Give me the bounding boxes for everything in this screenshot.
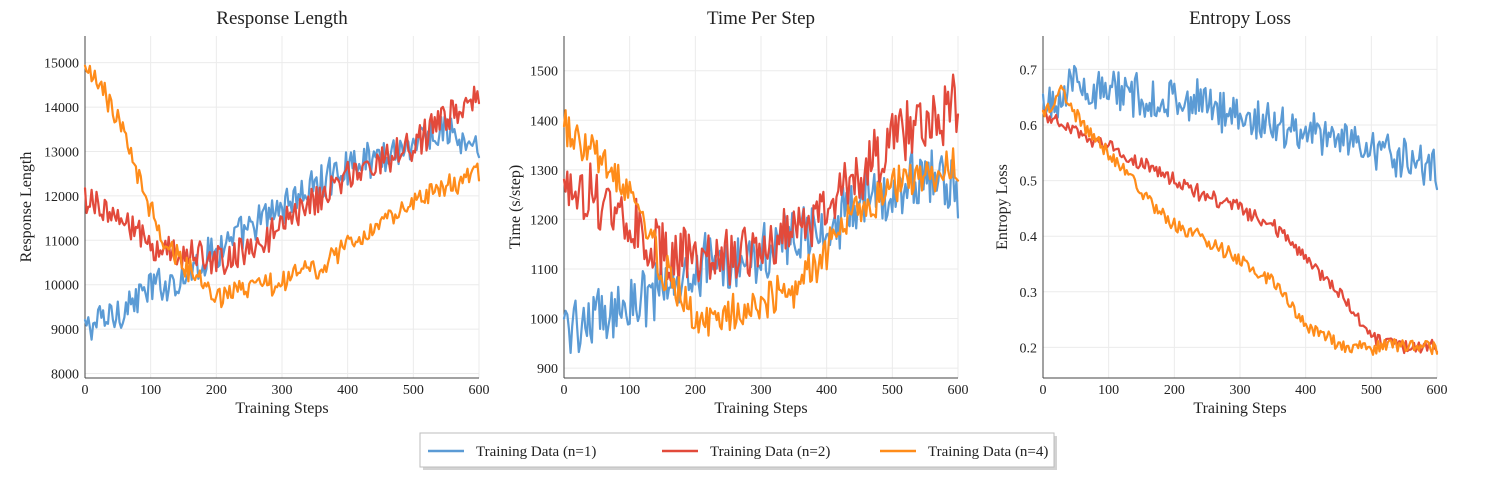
series-line-training-data-n-1 (562, 149, 960, 354)
legend-entry-training-data-n-4: Training Data (n=4) (880, 444, 1048, 460)
x-tick-label: 300 (272, 383, 293, 398)
y-tick-label: 1500 (530, 65, 558, 80)
x-tick-label: 500 (1361, 383, 1382, 398)
series-line-training-data-n-4 (1041, 84, 1439, 356)
y-tick-label: 900 (537, 362, 558, 377)
y-tick-label: 0.4 (1020, 230, 1038, 245)
x-tick-label: 100 (140, 383, 161, 398)
x-tick-label: 500 (403, 383, 424, 398)
x-tick-label: 500 (882, 383, 903, 398)
x-tick-label: 300 (1230, 383, 1251, 398)
x-axis-label: Training Steps (1193, 400, 1286, 417)
y-tick-label: 1100 (531, 263, 558, 278)
y-tick-label: 11000 (45, 234, 79, 249)
x-tick-label: 0 (1040, 383, 1047, 398)
legend: Training Data (n=1) Training Data (n=2) Tr… (419, 432, 1057, 470)
y-tick-label: 9000 (51, 323, 79, 338)
y-tick-label: 10000 (44, 279, 79, 294)
series-line-training-data-n-1 (83, 115, 481, 341)
y-tick-label: 0.5 (1020, 175, 1038, 190)
y-tick-label: 1200 (530, 213, 558, 228)
y-tick-label: 14000 (44, 101, 79, 116)
y-axis-label: Response Length (18, 152, 35, 263)
series-line-training-data-n-2 (83, 85, 481, 275)
x-tick-label: 600 (948, 383, 969, 398)
y-tick-label: 0.3 (1020, 286, 1038, 301)
legend-label: Training Data (n=1) (476, 444, 596, 460)
series-line-training-data-n-4 (562, 109, 960, 337)
y-tick-label: 0.2 (1020, 341, 1038, 356)
series-line-training-data-n-1 (1041, 64, 1439, 191)
response-length-chart: 0 100 200 300 400 500 600 8000 9000 10000 11000 120… (18, 8, 490, 417)
chart-title: Entropy Loss (1189, 8, 1291, 29)
x-tick-label: 200 (1164, 383, 1185, 398)
x-tick-label: 400 (337, 383, 358, 398)
x-tick-label: 400 (1295, 383, 1316, 398)
x-tick-label: 0 (82, 383, 89, 398)
legend-label: Training Data (n=4) (928, 444, 1048, 460)
x-tick-label: 200 (206, 383, 227, 398)
entropy-loss-chart: 0 100 200 300 400 500 600 0.2 0.3 0.4 0.5 0.6 0.7 Ent… (994, 8, 1448, 417)
time-per-step-chart: 0 100 200 300 400 500 600 900 1000 1100 1200 1300 14… (507, 8, 969, 417)
x-tick-label: 300 (751, 383, 772, 398)
y-axis-label: Entropy Loss (994, 164, 1011, 250)
y-tick-label: 13000 (44, 145, 79, 160)
x-tick-label: 400 (816, 383, 837, 398)
y-tick-label: 0.6 (1020, 119, 1038, 134)
y-tick-label: 1400 (530, 114, 558, 129)
x-axis-label: Training Steps (235, 400, 328, 417)
series-line-training-data-n-2 (562, 73, 960, 286)
x-tick-label: 100 (619, 383, 640, 398)
x-tick-label: 600 (1427, 383, 1448, 398)
x-tick-label: 200 (685, 383, 706, 398)
x-tick-label: 0 (561, 383, 568, 398)
series-line-training-data-n-2 (1041, 109, 1439, 355)
y-tick-label: 8000 (51, 368, 79, 383)
legend-entry-training-data-n-1: Training Data (n=1) (428, 444, 596, 460)
y-tick-label: 12000 (44, 190, 79, 205)
y-tick-label: 0.7 (1020, 63, 1038, 78)
x-axis-label: Training Steps (714, 400, 807, 417)
x-tick-label: 600 (469, 383, 490, 398)
y-tick-label: 1000 (530, 313, 558, 328)
legend-label: Training Data (n=2) (710, 444, 830, 460)
chart-title: Time Per Step (707, 8, 815, 29)
y-tick-label: 1300 (530, 164, 558, 179)
legend-entry-training-data-n-2: Training Data (n=2) (662, 444, 830, 460)
y-axis-label: Time (s/step) (507, 165, 524, 249)
chart-title: Response Length (216, 8, 348, 29)
series-line-training-data-n-4 (83, 64, 481, 309)
y-tick-label: 15000 (44, 57, 79, 72)
x-tick-label: 100 (1098, 383, 1119, 398)
